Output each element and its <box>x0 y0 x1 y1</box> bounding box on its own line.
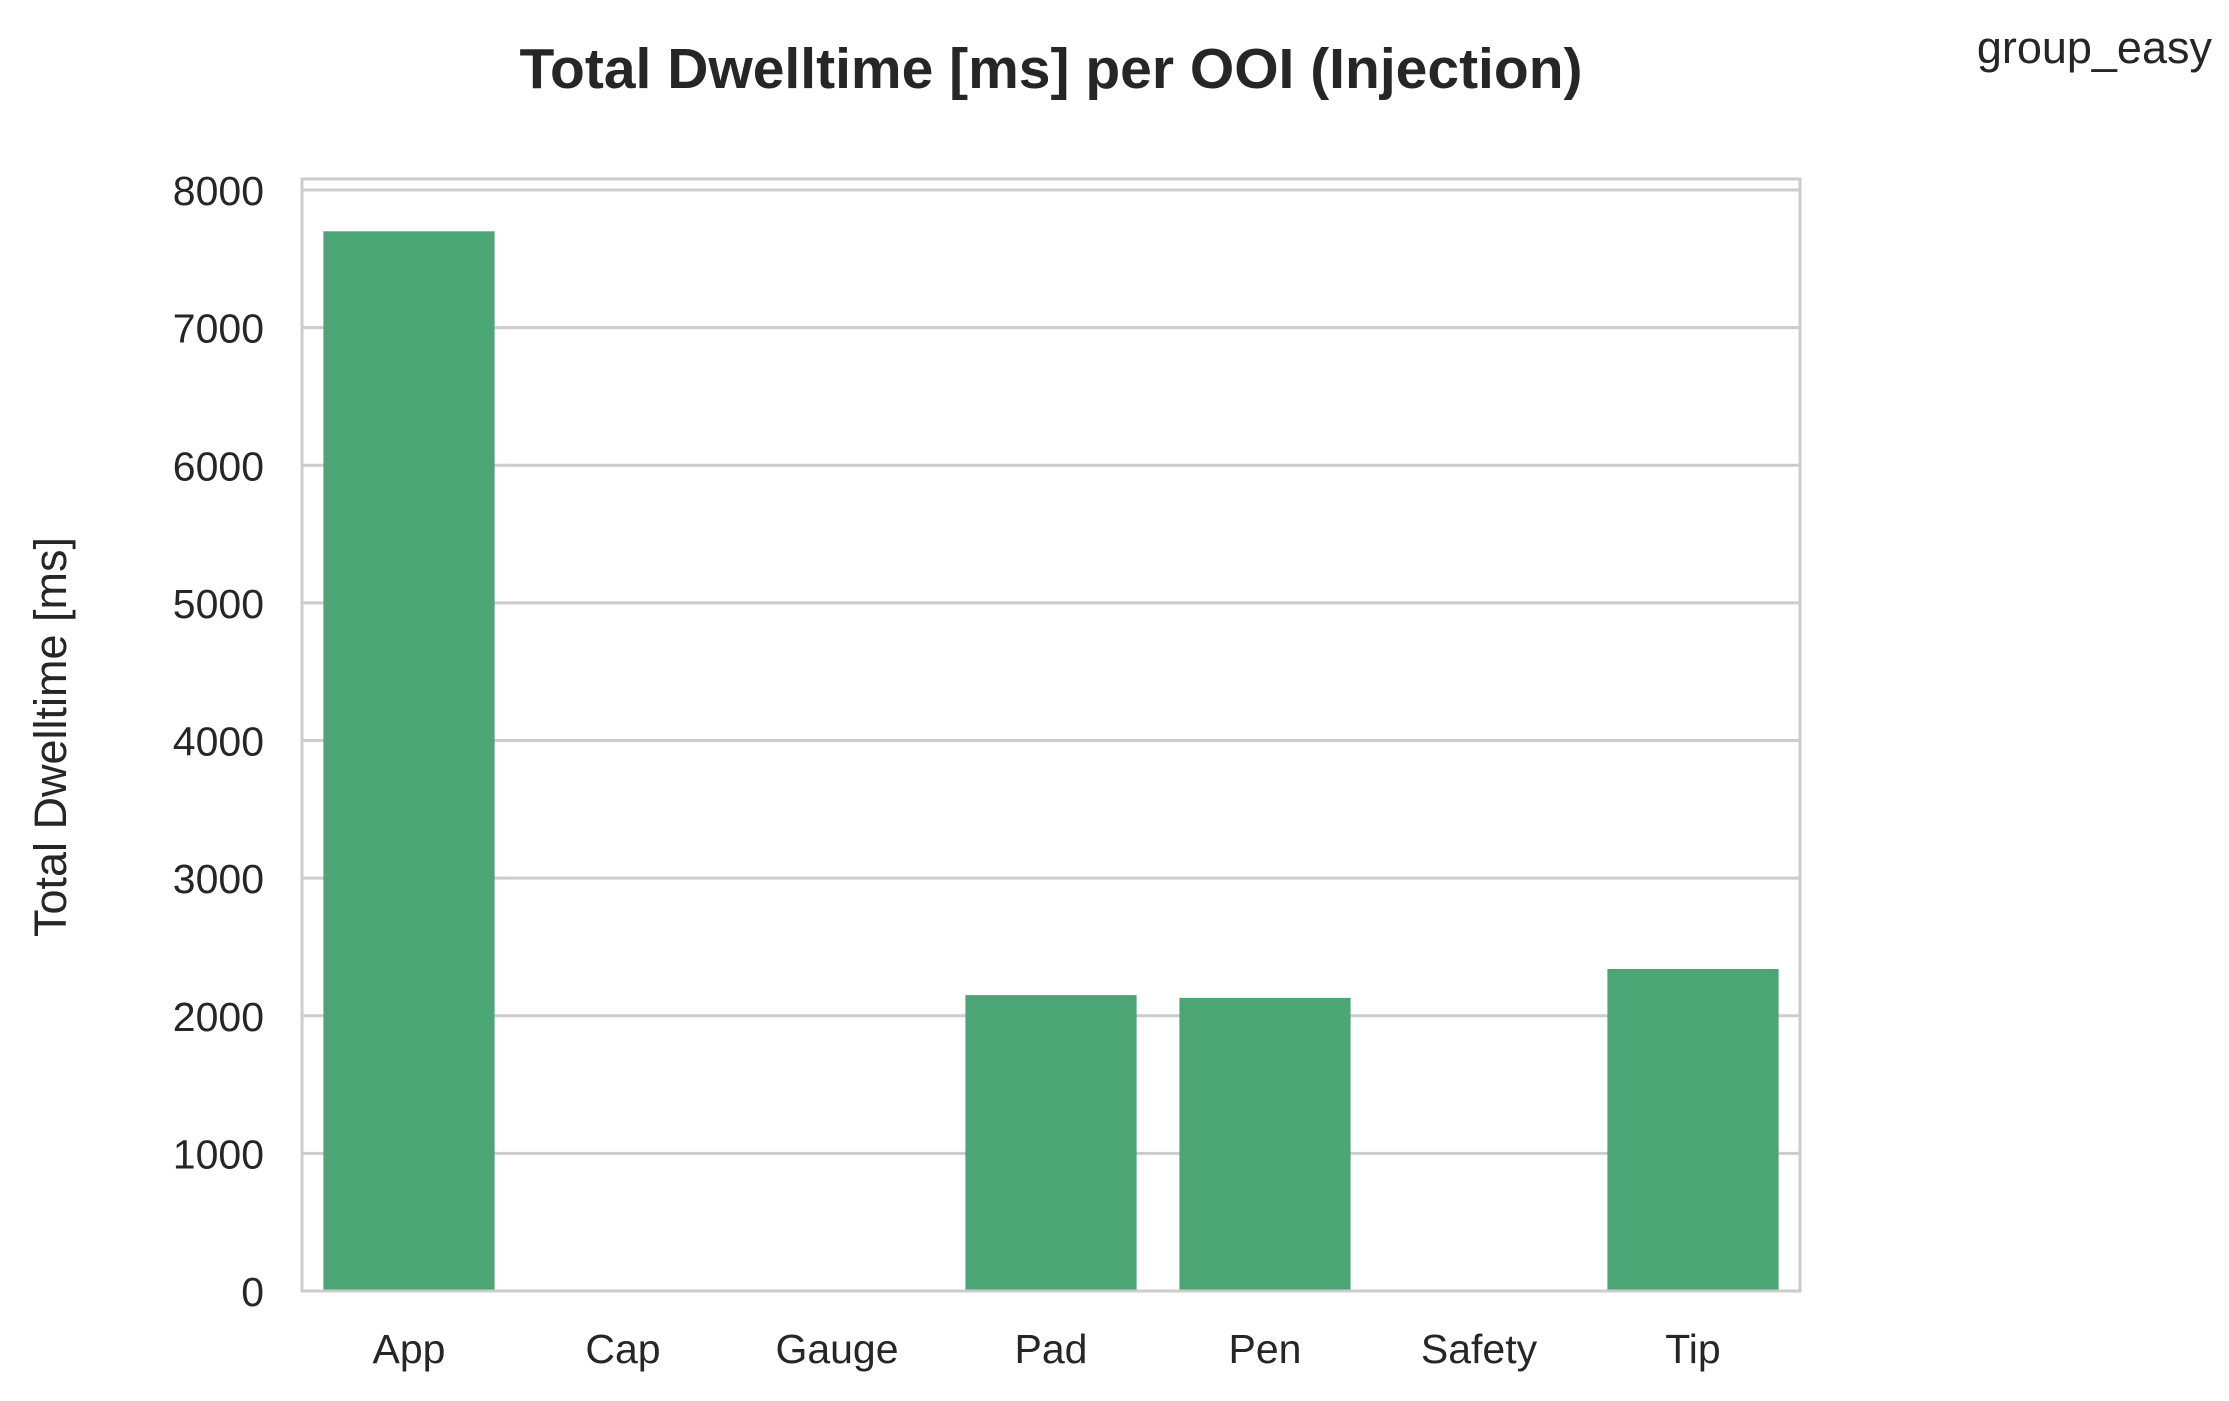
grid-layer <box>302 188 1800 1155</box>
y-tick-label-1000: 1000 <box>173 1131 264 1177</box>
y-tick-label-4000: 4000 <box>173 719 264 765</box>
bar-pad <box>965 995 1137 1291</box>
x-tick-label-gauge: Gauge <box>775 1326 898 1372</box>
plot-frame <box>300 177 1802 1293</box>
y-tick-label-6000: 6000 <box>173 443 264 489</box>
x-tick-label-tip: Tip <box>1665 1326 1720 1372</box>
bar-app <box>323 231 495 1292</box>
bar-pen <box>1179 997 1351 1291</box>
y-tick-label-2000: 2000 <box>173 994 264 1040</box>
y-tick-label-3000: 3000 <box>173 856 264 902</box>
y-axis-label: Total Dwelltime [ms] <box>25 537 76 937</box>
y-tick-label-8000: 8000 <box>173 168 264 214</box>
x-tick-label-cap: Cap <box>585 1326 660 1372</box>
y-tick-label-7000: 7000 <box>173 306 264 352</box>
x-tick-label-pad: Pad <box>1015 1326 1088 1372</box>
bar-layer <box>323 231 1779 1292</box>
x-tick-label-safety: Safety <box>1421 1326 1538 1372</box>
chart-title: Total Dwelltime [ms] per OOI (Injection) <box>519 37 1582 101</box>
bar-tip <box>1607 968 1779 1291</box>
x-tick-label-pen: Pen <box>1229 1326 1302 1372</box>
y-tick-labels: 0 1000 2000 3000 4000 5000 6000 7000 8000 <box>173 168 264 1315</box>
x-tick-labels: App Cap Gauge Pad Pen Safety Tip <box>373 1326 1721 1372</box>
y-tick-label-5000: 5000 <box>173 581 264 627</box>
y-tick-label-0: 0 <box>241 1269 264 1315</box>
corner-label: group_easy <box>1977 22 2213 73</box>
x-tick-label-app: App <box>373 1326 446 1372</box>
